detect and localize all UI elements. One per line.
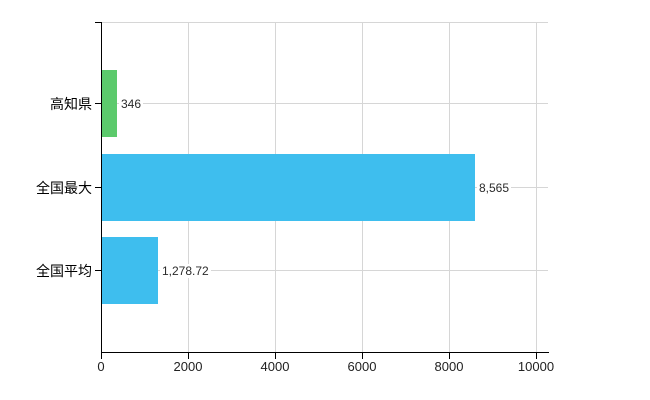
bar-national-average[interactable] — [102, 237, 158, 304]
bar-row: 1,278.72 — [102, 237, 211, 304]
x-axis-tick — [449, 353, 450, 359]
y-axis-top-tick — [95, 22, 101, 23]
y-axis-tick — [95, 187, 101, 188]
y-axis-tick — [95, 103, 101, 104]
category-label-national-average: 全国平均 — [36, 263, 92, 279]
x-tick-label: 10000 — [517, 359, 555, 374]
x-axis-tick — [536, 353, 537, 359]
x-axis-tick — [275, 353, 276, 359]
y-axis-line — [101, 22, 102, 352]
bar-value-label: 346 — [119, 96, 144, 111]
bar-kochi[interactable] — [102, 70, 117, 137]
category-label-kochi: 高知県 — [50, 96, 92, 112]
y-axis-tick — [95, 270, 101, 271]
x-tick-label: 4000 — [260, 359, 290, 374]
plot-top-gridline — [101, 22, 548, 23]
bar-row: 8,565 — [102, 154, 512, 221]
x-tick-label: 2000 — [173, 359, 203, 374]
plot-area: 346 8,565 1,278.72 — [101, 22, 548, 352]
category-label-national-max: 全国最大 — [36, 180, 92, 196]
x-tick-label: 8000 — [434, 359, 464, 374]
bar-row: 346 — [102, 70, 144, 137]
x-axis-tick — [188, 353, 189, 359]
x-tick-label: 6000 — [347, 359, 377, 374]
x-tick-label: 0 — [97, 359, 105, 374]
category-gridline — [101, 103, 548, 104]
x-axis-tick — [362, 353, 363, 359]
bar-national-max[interactable] — [102, 154, 475, 221]
category-gridline — [101, 270, 548, 271]
x-axis-line — [101, 352, 549, 353]
bar-value-label: 8,565 — [477, 180, 512, 195]
x-axis-tick — [101, 353, 102, 359]
bar-value-label: 1,278.72 — [160, 263, 211, 278]
